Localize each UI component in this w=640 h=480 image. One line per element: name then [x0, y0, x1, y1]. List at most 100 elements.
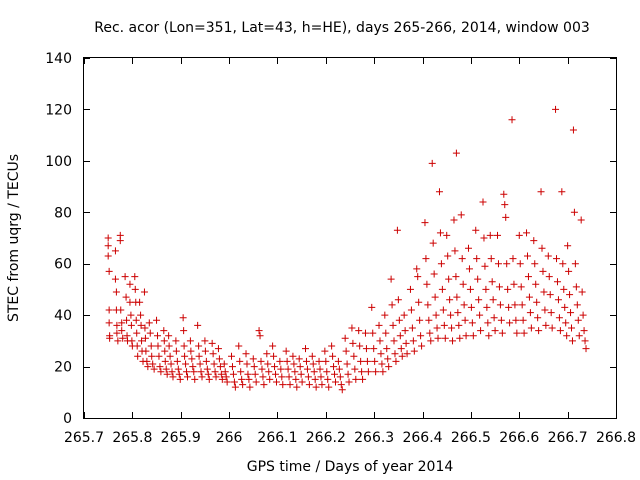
- data-point: [336, 373, 344, 381]
- data-point: [534, 314, 542, 322]
- data-point: [195, 352, 203, 360]
- y-tick-label: 20: [54, 360, 72, 376]
- x-tick-label: 265.7: [64, 430, 104, 446]
- data-point: [217, 370, 225, 378]
- data-point: [153, 316, 161, 324]
- data-point: [535, 327, 543, 335]
- x-tick-label: 266.1: [257, 430, 297, 446]
- data-point: [564, 242, 572, 250]
- data-point: [222, 373, 230, 381]
- data-point: [452, 273, 460, 281]
- x-tick-label: 266.5: [451, 430, 491, 446]
- data-point: [350, 352, 358, 360]
- data-point: [105, 267, 113, 275]
- data-point: [530, 237, 538, 245]
- data-point: [285, 373, 293, 381]
- data-point: [456, 334, 464, 342]
- data-point: [331, 378, 339, 386]
- data-point: [220, 360, 228, 368]
- data-point: [363, 357, 371, 365]
- data-point: [382, 329, 390, 337]
- data-point: [359, 375, 367, 383]
- data-point: [553, 255, 561, 263]
- data-point: [364, 368, 372, 376]
- data-point: [502, 213, 510, 221]
- data-point: [230, 378, 238, 386]
- data-point: [246, 383, 254, 391]
- data-point: [472, 226, 480, 234]
- data-point: [330, 363, 338, 371]
- data-point: [443, 231, 451, 239]
- data-point: [511, 301, 519, 309]
- data-point: [263, 350, 271, 358]
- data-point: [356, 342, 364, 350]
- data-point: [344, 370, 352, 378]
- data-point: [278, 373, 286, 381]
- data-point: [401, 327, 409, 335]
- data-point: [337, 381, 345, 389]
- data-point: [298, 378, 306, 386]
- data-point: [479, 198, 487, 206]
- data-point: [531, 260, 539, 268]
- data-point: [504, 285, 512, 293]
- data-point: [460, 301, 468, 309]
- data-point: [123, 316, 131, 324]
- data-point: [469, 332, 477, 340]
- data-point: [395, 316, 403, 324]
- data-point: [190, 368, 198, 376]
- y-tick-label: 80: [54, 205, 72, 221]
- data-point: [505, 303, 513, 311]
- data-point: [473, 255, 481, 263]
- data-point: [143, 357, 151, 365]
- data-point: [461, 316, 469, 324]
- data-point: [418, 342, 426, 350]
- data-point: [458, 255, 466, 263]
- data-point: [459, 280, 467, 288]
- data-point: [372, 368, 380, 376]
- data-point: [485, 332, 493, 340]
- data-point: [559, 260, 567, 268]
- data-point: [532, 280, 540, 288]
- x-tick-label: 266.8: [596, 430, 636, 446]
- data-point: [303, 365, 311, 373]
- data-point: [403, 350, 411, 358]
- data-point: [181, 352, 189, 360]
- data-point: [436, 229, 444, 237]
- data-point: [205, 375, 213, 383]
- data-point: [150, 365, 158, 373]
- data-point: [204, 370, 212, 378]
- data-point: [209, 350, 217, 358]
- data-point: [394, 296, 402, 304]
- data-point: [565, 267, 573, 275]
- data-point: [264, 360, 272, 368]
- data-point: [486, 231, 494, 239]
- data-point: [126, 280, 134, 288]
- data-point: [269, 342, 277, 350]
- data-point: [449, 337, 457, 345]
- data-point: [391, 350, 399, 358]
- data-point: [293, 383, 301, 391]
- data-point: [553, 278, 561, 286]
- data-point: [494, 260, 502, 268]
- data-point: [370, 345, 378, 353]
- data-point: [556, 327, 564, 335]
- data-point: [352, 375, 360, 383]
- data-point: [187, 347, 195, 355]
- data-point: [381, 311, 389, 319]
- data-point: [494, 231, 502, 239]
- data-point: [385, 363, 393, 371]
- data-point: [424, 301, 432, 309]
- chart-title: Rec. acor (Lon=351, Lat=43, h=HE), days …: [94, 20, 590, 36]
- data-point: [495, 283, 503, 291]
- data-point: [183, 373, 191, 381]
- data-point: [140, 288, 148, 296]
- y-tick-labels: 0 20 40 60 80 100 120 140: [45, 51, 72, 427]
- data-point: [527, 324, 535, 332]
- data-point: [441, 334, 449, 342]
- data-point: [427, 337, 435, 345]
- data-point: [169, 373, 177, 381]
- y-tick-label: 100: [45, 154, 72, 170]
- data-point: [302, 345, 310, 353]
- data-point: [318, 381, 326, 389]
- x-tick-label: 266.4: [402, 430, 442, 446]
